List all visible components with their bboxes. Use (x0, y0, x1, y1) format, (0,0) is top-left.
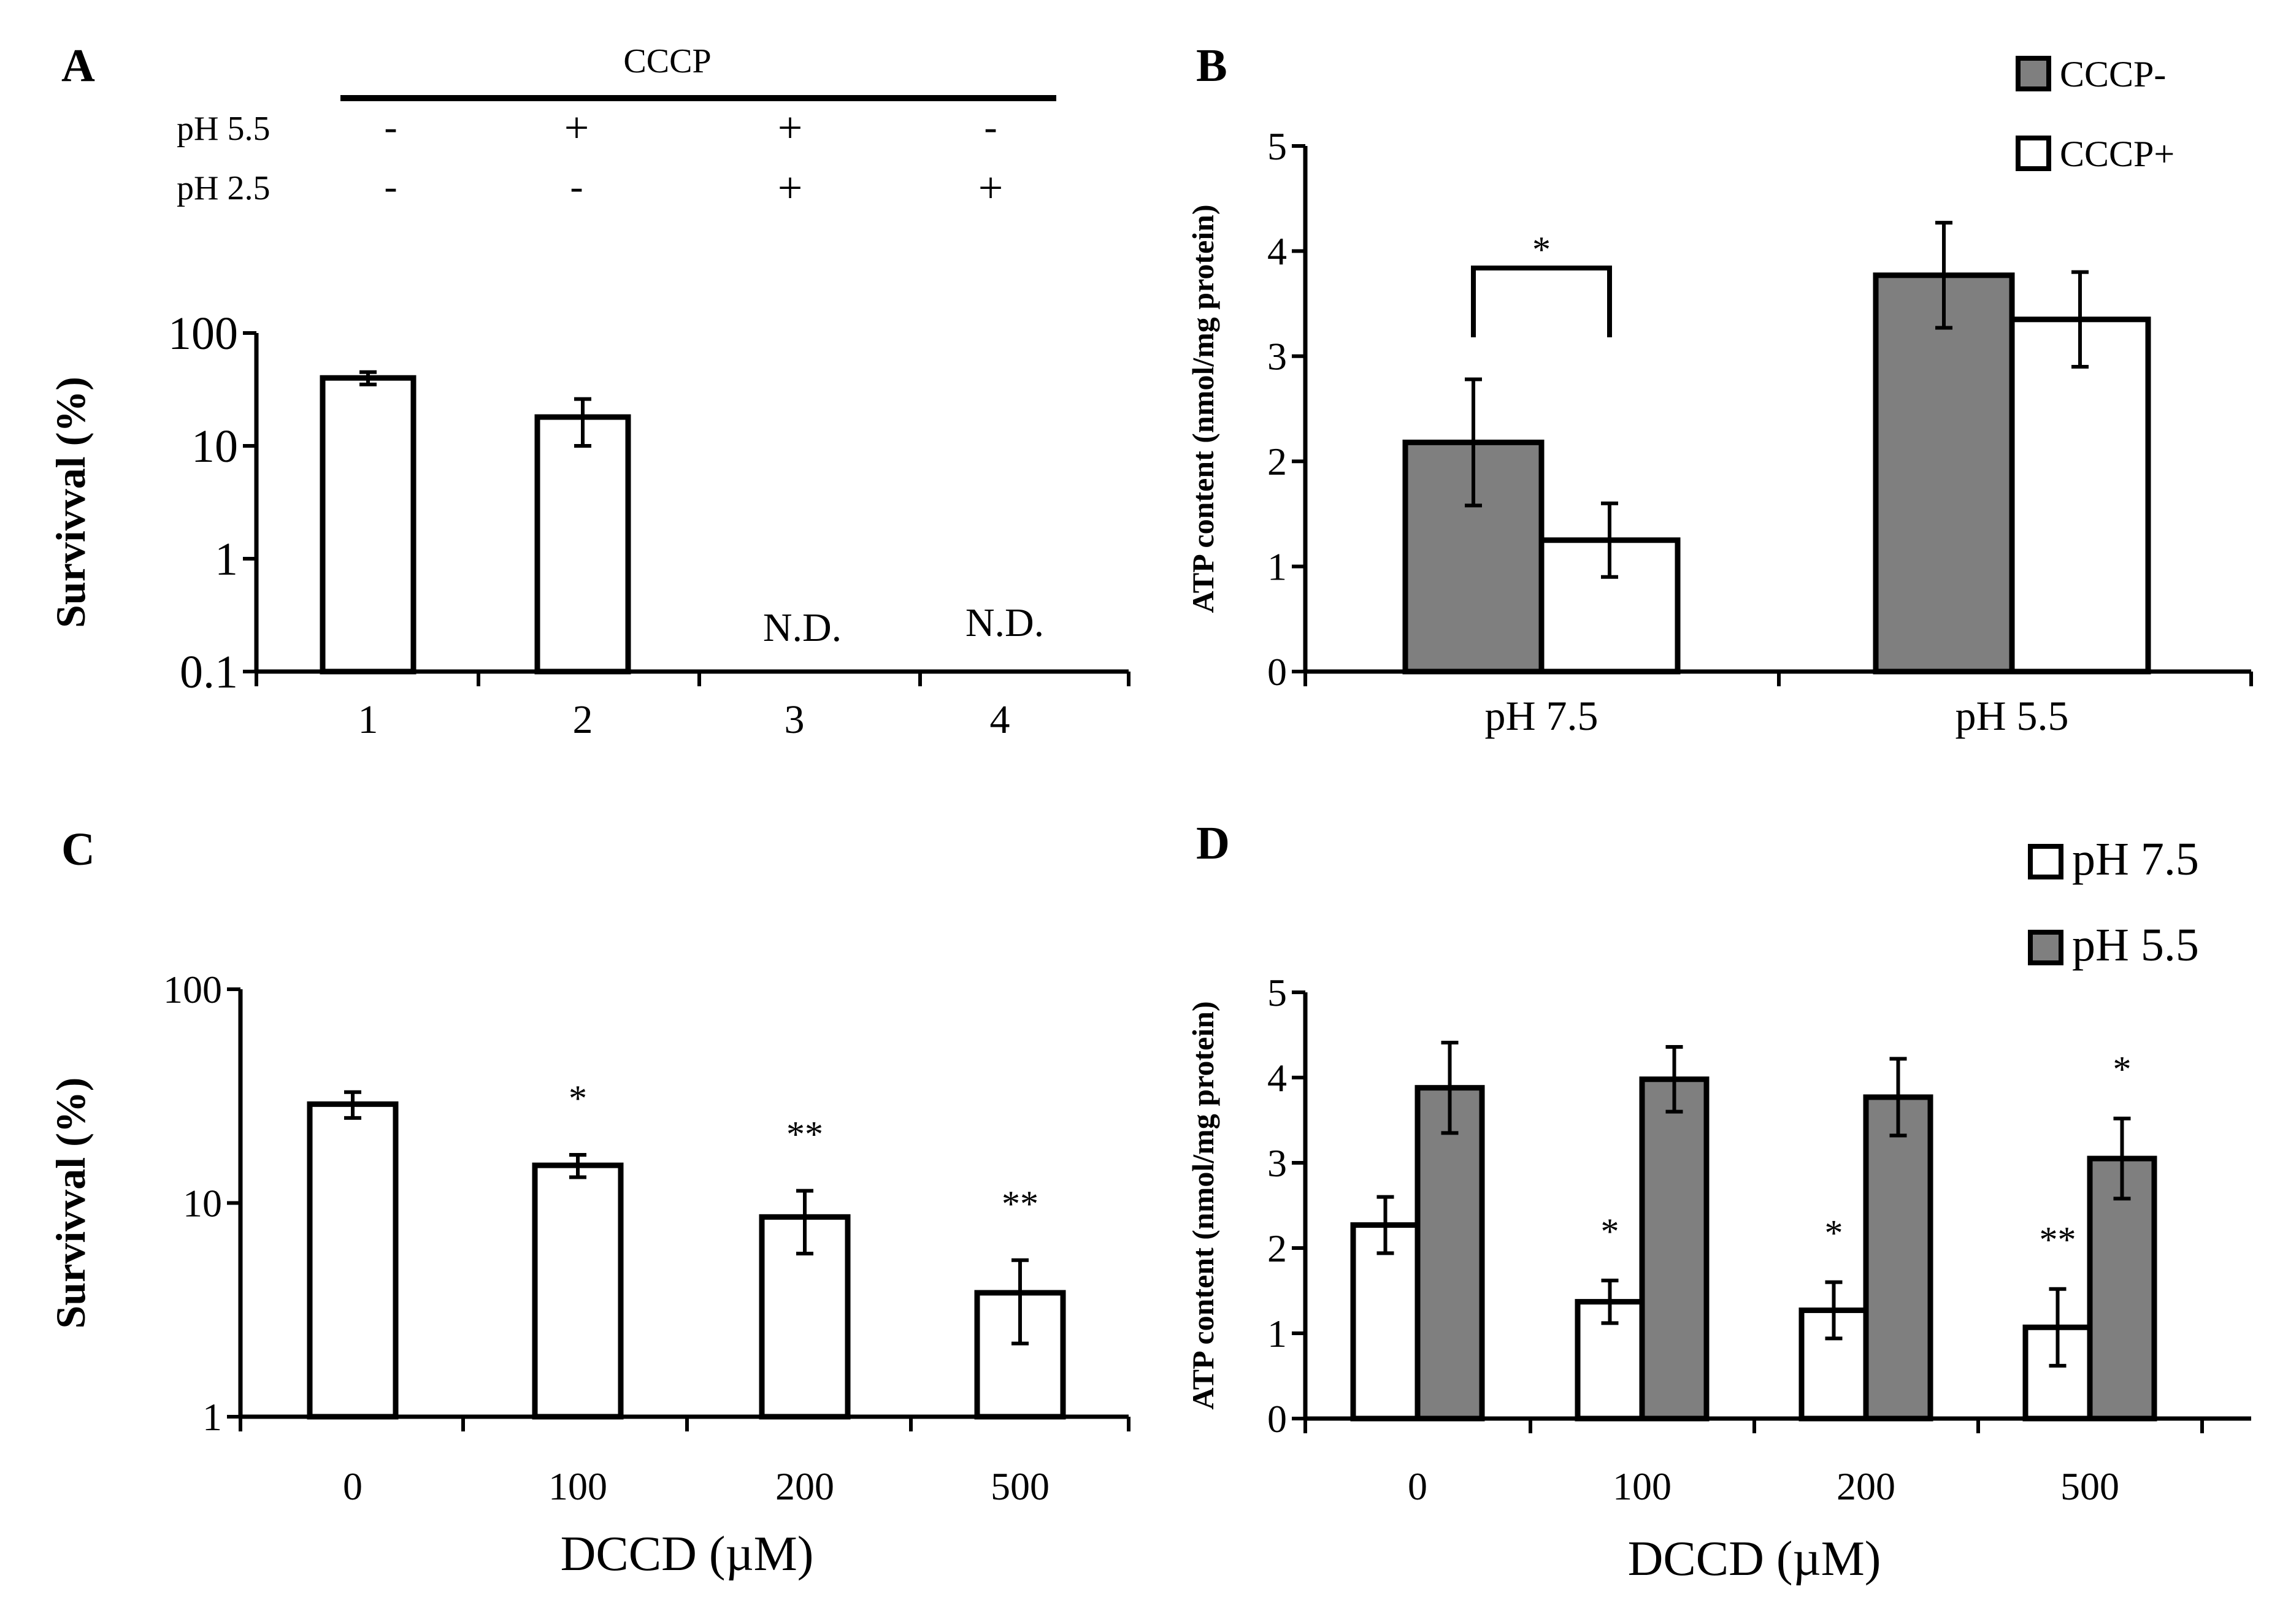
significance-star: * (2113, 1049, 2132, 1090)
y-tick-label: 3 (1267, 335, 1287, 378)
legend-swatch (2016, 56, 2051, 91)
significance-star: ** (1002, 1184, 1038, 1224)
legend-label: CCCP- (2060, 54, 2166, 94)
legend-label: pH 5.5 (2072, 919, 2199, 971)
y-tick-label: 0 (1267, 1397, 1287, 1441)
significance-star: * (1532, 229, 1551, 270)
y-tick-label: 1 (1267, 1312, 1287, 1355)
x-category-label: 1 (358, 697, 378, 742)
header-mark: - (384, 164, 397, 208)
y-tick-label: 0.1 (180, 646, 238, 698)
y-tick-label: 4 (1267, 229, 1287, 273)
significance-star: * (569, 1078, 587, 1119)
cccp-group-label: CCCP (623, 42, 711, 80)
y-tick-label: 1 (202, 1395, 222, 1439)
panel-letter-b: B (1196, 40, 1227, 91)
significance-bracket (1471, 266, 1612, 337)
chart-panel-b: 0 1 2 3 4 5 ATP content (nmol/mg protein) pH 7.… (1186, 54, 2253, 739)
bar-b (1873, 272, 2015, 675)
legend-label: pH 7.5 (2072, 833, 2199, 885)
x-category-label: 200 (1837, 1465, 1895, 1508)
y-tick-label: 5 (1267, 971, 1287, 1014)
x-category-label: 0 (1408, 1465, 1427, 1508)
y-tick-label: 3 (1267, 1141, 1287, 1185)
x-category-label: pH 5.5 (1955, 692, 2068, 739)
bar-b (2009, 316, 2151, 675)
legend-swatch (2028, 844, 2063, 879)
not-determined-label: N.D. (965, 600, 1044, 645)
not-determined-label: N.D. (763, 605, 842, 650)
header-mark: - (570, 164, 583, 208)
header-mark: + (778, 103, 803, 152)
y-axis-title: ATP content (nmol/mg protein) (1186, 204, 1220, 613)
y-tick-label: 1 (1267, 545, 1287, 588)
y-tick-label: 10 (183, 1181, 222, 1225)
y-tick-label: 4 (1267, 1056, 1287, 1100)
y-tick-label: 2 (1267, 1227, 1287, 1270)
x-category-label: 200 (775, 1465, 834, 1508)
header-mark: - (384, 105, 397, 148)
y-axis-title: Survivval (%) (47, 377, 94, 628)
x-category-label: 500 (991, 1465, 1050, 1508)
y-tick-label: 100 (168, 308, 238, 359)
significance-star: * (1601, 1211, 1619, 1252)
y-tick-label: 5 (1267, 124, 1287, 168)
y-tick-label: 10 (191, 421, 238, 472)
y-tick-label: 0 (1267, 650, 1287, 694)
panel-letter-d: D (1196, 818, 1230, 869)
x-category-label: 4 (990, 697, 1010, 742)
bar-d (1639, 1076, 1710, 1422)
bar-a (320, 375, 416, 675)
x-category-label: 500 (2060, 1465, 2119, 1508)
x-category-label: 3 (785, 697, 805, 742)
bar-c (532, 1162, 624, 1420)
x-category-label: pH 7.5 (1484, 692, 1598, 739)
panel-letter-a: A (61, 40, 95, 91)
y-tick-label: 2 (1267, 440, 1287, 483)
x-category-label: 2 (573, 697, 593, 742)
x-axis-title: DCCD (µM) (1628, 1532, 1881, 1586)
significance-star: ** (2040, 1220, 2076, 1260)
y-axis-title: Survivval (%) (47, 1078, 94, 1329)
chart-panel-a: 0.1 1 10 100 Survivval (%) 1 2 3 4 N.D. N.D. (47, 308, 1130, 742)
legend-swatch (2016, 136, 2051, 171)
panel-a-header: CCCP pH 5.5 pH 2.5 - + + - - - + + (177, 42, 1056, 212)
x-category-label: 100 (548, 1465, 607, 1508)
y-tick-label: 100 (163, 968, 222, 1011)
header-row-label-ph55: pH 5.5 (177, 110, 270, 148)
significance-star: ** (786, 1114, 823, 1155)
chart-panel-d: 0 1 2 3 4 5 ATP content (nmol/mg protein) 0 100 2… (1186, 833, 2251, 1586)
bar-d (1414, 1085, 1485, 1422)
panel-letter-c: C (61, 824, 95, 875)
header-mark: + (978, 163, 1004, 212)
header-mark: + (564, 103, 589, 152)
bar-d (1350, 1222, 1421, 1422)
bar-c (307, 1101, 399, 1420)
y-tick-label: 1 (215, 534, 238, 585)
header-mark: - (984, 105, 997, 148)
x-category-label: 0 (343, 1465, 363, 1508)
significance-star: * (1825, 1213, 1843, 1254)
y-axis-title: ATP content (nmol/mg protein) (1186, 1001, 1220, 1409)
header-row-label-ph25: pH 2.5 (177, 169, 270, 207)
bar-d (2087, 1155, 2157, 1422)
legend-label: CCCP+ (2060, 134, 2174, 174)
header-mark: + (778, 163, 803, 212)
x-category-label: 100 (1613, 1465, 1672, 1508)
legend-swatch (2028, 930, 2063, 965)
x-axis-title: DCCD (µM) (561, 1527, 814, 1581)
bar-d (1863, 1094, 1933, 1422)
bar-a (534, 414, 631, 675)
